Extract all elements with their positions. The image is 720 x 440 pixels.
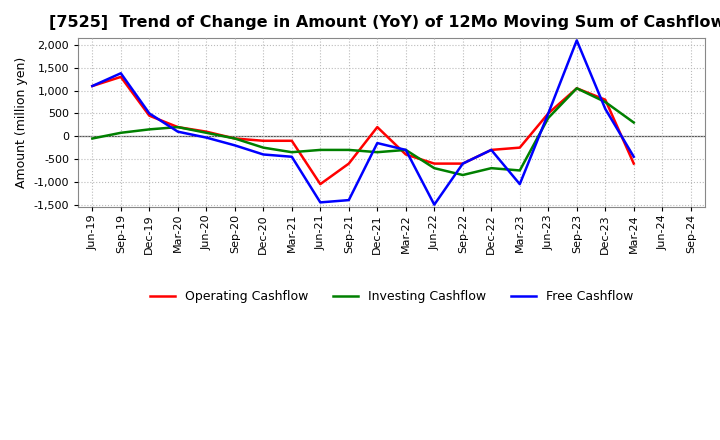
- Investing Cashflow: [544, 115, 552, 121]
- Investing Cashflow: [629, 120, 638, 125]
- Investing Cashflow: [259, 145, 268, 150]
- Operating Cashflow: [459, 161, 467, 166]
- Investing Cashflow: [230, 136, 239, 141]
- Operating Cashflow: [402, 152, 410, 157]
- Free Cashflow: [373, 140, 382, 146]
- Free Cashflow: [459, 161, 467, 166]
- Free Cashflow: [430, 202, 438, 207]
- Line: Free Cashflow: Free Cashflow: [92, 40, 634, 205]
- Investing Cashflow: [373, 150, 382, 155]
- Free Cashflow: [316, 200, 325, 205]
- Investing Cashflow: [459, 172, 467, 178]
- Free Cashflow: [516, 181, 524, 187]
- Free Cashflow: [117, 70, 125, 76]
- Operating Cashflow: [287, 138, 296, 143]
- Operating Cashflow: [601, 97, 610, 103]
- Investing Cashflow: [174, 125, 182, 130]
- Operating Cashflow: [430, 161, 438, 166]
- Investing Cashflow: [117, 130, 125, 136]
- Operating Cashflow: [230, 136, 239, 141]
- Operating Cashflow: [516, 145, 524, 150]
- Operating Cashflow: [202, 129, 211, 134]
- Operating Cashflow: [117, 74, 125, 80]
- Free Cashflow: [629, 154, 638, 159]
- Investing Cashflow: [572, 86, 581, 91]
- Operating Cashflow: [373, 125, 382, 130]
- Investing Cashflow: [344, 147, 353, 153]
- Investing Cashflow: [601, 99, 610, 105]
- Free Cashflow: [544, 111, 552, 116]
- Operating Cashflow: [88, 84, 96, 89]
- Free Cashflow: [145, 111, 153, 116]
- Free Cashflow: [487, 147, 495, 153]
- Free Cashflow: [601, 106, 610, 111]
- Investing Cashflow: [202, 130, 211, 136]
- Operating Cashflow: [344, 161, 353, 166]
- Line: Investing Cashflow: Investing Cashflow: [92, 88, 634, 175]
- Line: Operating Cashflow: Operating Cashflow: [92, 77, 634, 184]
- Operating Cashflow: [629, 161, 638, 166]
- Investing Cashflow: [430, 165, 438, 171]
- Operating Cashflow: [316, 181, 325, 187]
- Y-axis label: Amount (million yen): Amount (million yen): [15, 57, 28, 188]
- Investing Cashflow: [402, 147, 410, 153]
- Free Cashflow: [88, 84, 96, 89]
- Free Cashflow: [174, 129, 182, 134]
- Legend: Operating Cashflow, Investing Cashflow, Free Cashflow: Operating Cashflow, Investing Cashflow, …: [143, 284, 640, 310]
- Investing Cashflow: [316, 147, 325, 153]
- Free Cashflow: [402, 147, 410, 153]
- Investing Cashflow: [287, 150, 296, 155]
- Free Cashflow: [259, 152, 268, 157]
- Operating Cashflow: [544, 111, 552, 116]
- Title: [7525]  Trend of Change in Amount (YoY) of 12Mo Moving Sum of Cashflows: [7525] Trend of Change in Amount (YoY) o…: [49, 15, 720, 30]
- Operating Cashflow: [487, 147, 495, 153]
- Operating Cashflow: [174, 125, 182, 130]
- Investing Cashflow: [487, 165, 495, 171]
- Operating Cashflow: [259, 138, 268, 143]
- Free Cashflow: [344, 198, 353, 203]
- Investing Cashflow: [145, 127, 153, 132]
- Free Cashflow: [202, 135, 211, 140]
- Operating Cashflow: [572, 86, 581, 91]
- Free Cashflow: [572, 38, 581, 43]
- Free Cashflow: [230, 143, 239, 148]
- Free Cashflow: [287, 154, 296, 159]
- Investing Cashflow: [88, 136, 96, 141]
- Operating Cashflow: [145, 113, 153, 118]
- Investing Cashflow: [516, 168, 524, 173]
